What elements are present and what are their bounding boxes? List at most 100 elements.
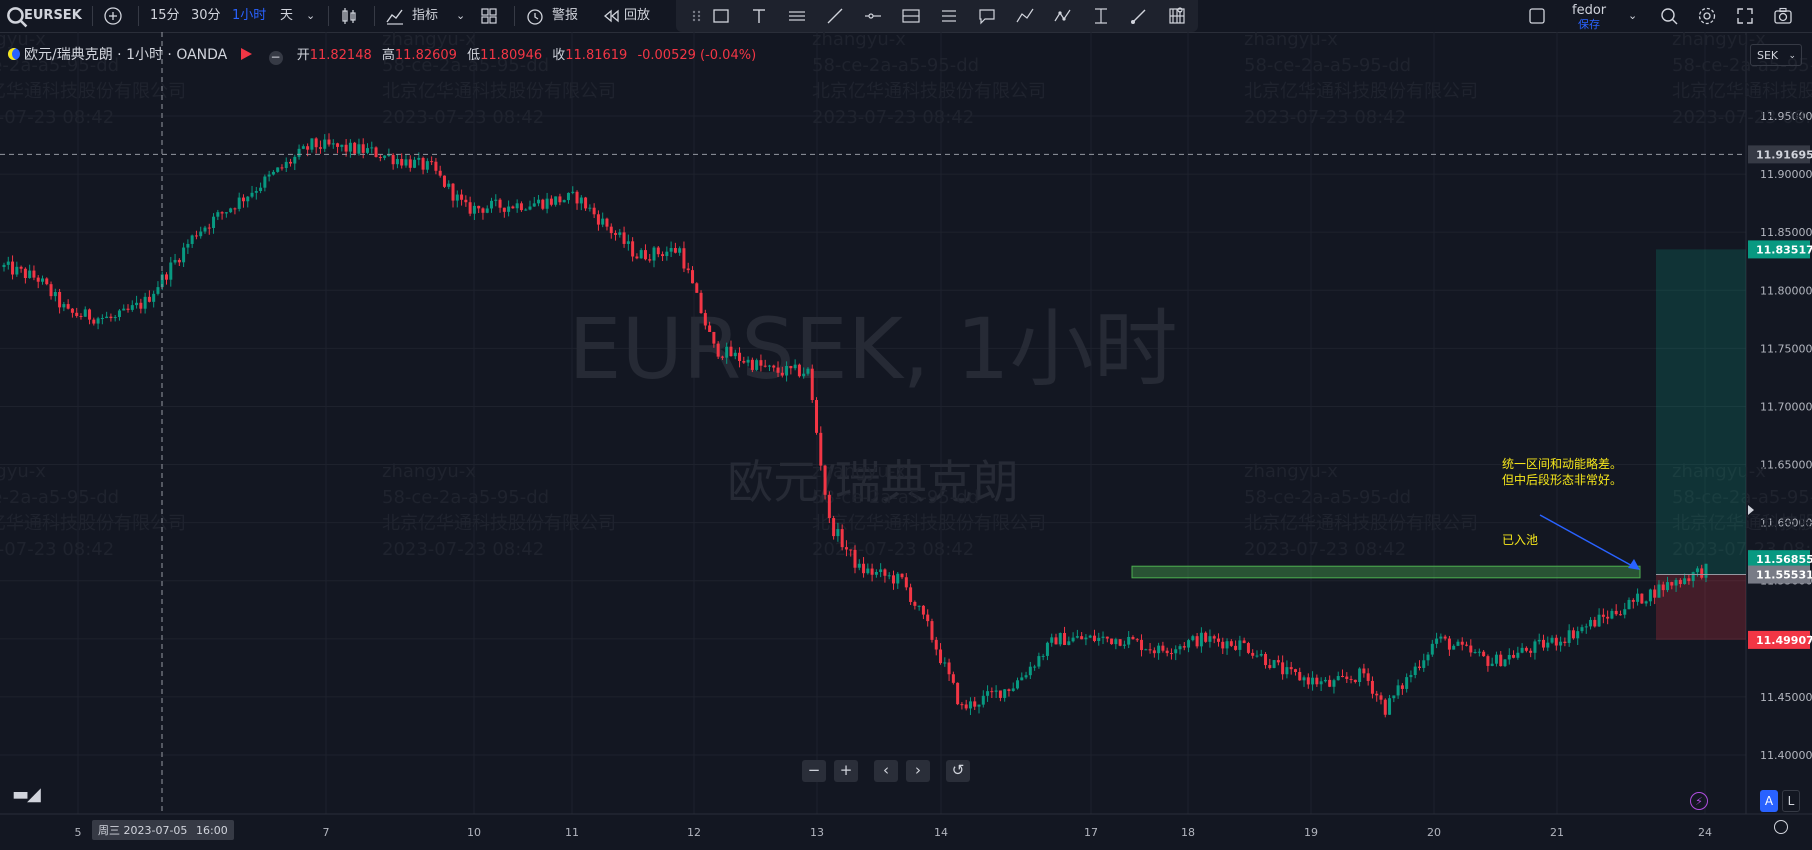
layouts-grid-icon[interactable] <box>478 5 500 27</box>
candle-body <box>1135 639 1139 641</box>
pin-tools-icon[interactable] <box>1166 5 1188 27</box>
candle-body <box>1490 663 1494 666</box>
horizontal-ray-icon[interactable] <box>862 5 884 27</box>
trend-line-icon[interactable] <box>824 5 846 27</box>
scroll-right-button[interactable]: › <box>906 760 930 782</box>
fib-tool-icon[interactable] <box>900 5 922 27</box>
candle-body <box>1144 649 1148 651</box>
search-icon[interactable] <box>6 6 28 28</box>
profit-zone[interactable] <box>1656 249 1746 575</box>
time-tick-label: 10 <box>467 826 481 839</box>
indicators-icon[interactable] <box>384 5 406 27</box>
candle-body <box>883 569 887 576</box>
gear-icon[interactable] <box>1696 5 1718 27</box>
scroll-to-realtime-icon[interactable] <box>1748 505 1754 515</box>
interval-15m-button[interactable]: 15分 <box>150 8 180 23</box>
layout-square-icon[interactable] <box>1526 5 1548 27</box>
symbol-search-button[interactable]: EURSEK <box>24 8 82 23</box>
reset-chart-button[interactable]: ↺ <box>946 760 970 782</box>
camera-icon[interactable] <box>1772 5 1794 27</box>
quick-search-icon[interactable] <box>1658 5 1680 27</box>
zoom-in-button[interactable]: + <box>834 760 858 782</box>
loss-zone[interactable] <box>1656 574 1746 640</box>
rectangle-tool-icon[interactable] <box>710 5 732 27</box>
interval-1d-button[interactable]: 天 <box>280 8 294 23</box>
parallel-channel-icon[interactable] <box>786 5 808 27</box>
candle-body <box>1469 645 1473 653</box>
candle-body <box>1071 637 1075 642</box>
candle-body <box>284 161 288 169</box>
candle-body <box>678 248 682 253</box>
compare-add-icon[interactable] <box>102 5 124 27</box>
price-range-icon[interactable] <box>1090 5 1112 27</box>
chevron-down-icon[interactable]: ⌄ <box>306 9 316 22</box>
zoom-out-button[interactable]: − <box>802 760 826 782</box>
path-tool-icon[interactable] <box>1014 5 1036 27</box>
time-axis-settings-icon[interactable] <box>1774 820 1788 834</box>
candle-body <box>1199 632 1203 647</box>
time-tick-label: 14 <box>934 826 948 839</box>
candle-body <box>36 277 40 282</box>
xabcd-pattern-icon[interactable] <box>1052 5 1074 27</box>
candle-body <box>481 208 485 213</box>
candle-body <box>703 313 707 326</box>
candle-body <box>926 614 930 622</box>
lightning-icon[interactable]: ⚡ <box>1690 792 1708 810</box>
candle-body <box>1537 639 1541 642</box>
auto-scale-button[interactable]: A <box>1760 790 1778 812</box>
text-tool-icon[interactable] <box>748 5 770 27</box>
symbol-title[interactable]: 欧元/瑞典克朗 · 1小时 · OANDA <box>24 47 228 63</box>
candle-body <box>378 157 382 159</box>
candle-body <box>789 365 793 369</box>
candle-body <box>1623 609 1627 615</box>
candle-body <box>857 563 861 568</box>
interval-30m-button[interactable]: 30分 <box>191 8 221 23</box>
candle-body <box>1524 647 1528 651</box>
brush-icon[interactable] <box>1128 5 1150 27</box>
replay-button[interactable]: 回放 <box>624 8 651 23</box>
candle-body <box>1610 610 1614 619</box>
chevron-down-icon[interactable]: ⌄ <box>456 9 466 22</box>
candle-body <box>1328 679 1332 687</box>
scroll-left-button[interactable]: ‹ <box>874 760 898 782</box>
replay-icon[interactable] <box>600 5 622 27</box>
candle-body <box>327 139 331 145</box>
save-button[interactable]: 保存 <box>1578 18 1600 31</box>
log-scale-button[interactable]: L <box>1782 790 1800 812</box>
alert-clock-icon[interactable] <box>524 5 546 27</box>
candles-type-icon[interactable] <box>338 5 360 27</box>
candle-body <box>690 270 694 284</box>
candle-body <box>887 575 891 577</box>
interval-1h-button[interactable]: 1小时 <box>232 8 267 23</box>
measure-icon[interactable] <box>1166 5 1188 27</box>
overlay-watermark-text: 2023-07-23 08:42 <box>382 107 544 128</box>
chevron-down-icon[interactable]: ⌄ <box>1628 9 1638 22</box>
candle-body <box>695 283 699 293</box>
annotation-arrow[interactable] <box>1539 514 1637 569</box>
callout-icon[interactable] <box>976 5 998 27</box>
candle-body <box>746 359 750 363</box>
candle-body <box>130 305 134 310</box>
candle-body <box>1028 666 1032 676</box>
candle-body <box>977 704 981 707</box>
candle-body <box>1182 646 1186 648</box>
collapse-legend-icon[interactable]: − <box>268 50 283 65</box>
currency-selector[interactable]: SEK ⌄ <box>1750 44 1802 66</box>
tv-logo[interactable]: ▬◢ <box>12 784 41 805</box>
price-chart[interactable]: 11.95000 11.90000 11.85000 11.80000 11.75000… <box>0 32 1812 850</box>
fullscreen-icon[interactable] <box>1734 5 1756 27</box>
user-name[interactable]: fedor <box>1572 3 1607 18</box>
pitchfork-icon[interactable] <box>938 5 960 27</box>
candle-body <box>19 266 23 269</box>
consolidation-zone[interactable] <box>1131 565 1641 579</box>
candle-body <box>177 259 181 263</box>
candle-body <box>943 662 947 664</box>
candle-body <box>1426 654 1430 661</box>
drag-handle-icon[interactable] <box>686 5 701 27</box>
candle-body <box>301 146 305 149</box>
candle-body <box>451 183 455 201</box>
candle-body <box>588 207 592 209</box>
candle-body <box>1512 654 1516 658</box>
indicators-button[interactable]: 指标 <box>412 8 439 23</box>
alerts-button[interactable]: 警报 <box>552 8 579 23</box>
